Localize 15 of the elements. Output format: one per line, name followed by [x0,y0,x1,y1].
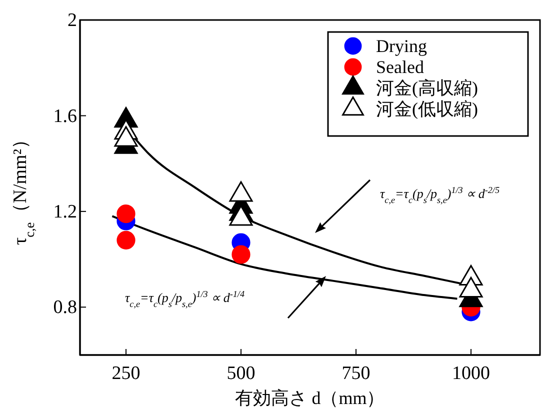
legend-label: Drying [376,36,427,56]
x-tick-label: 250 [112,362,140,384]
y-tick-label: 0.8 [53,297,77,318]
y-tick-label: 1.2 [53,202,77,223]
x-tick-label: 750 [342,362,370,384]
x-tick-label: 500 [226,362,256,384]
legend-label: 河金(高収縮) [376,78,478,98]
x-axis-title: 有効高さ d（mm） [235,388,385,408]
legend-label: Sealed [376,57,424,77]
legend-label: 河金(低収縮) [376,99,478,119]
y-tick-label: 2 [68,10,77,32]
text: τ$_{c,e}$=τ$_{c}$(p$_{s}$/p$_{s,e}$)$^{1/3}$ ∝ d$^{-1/4}$ [125,289,244,309]
x-tick-label: 1000 [452,362,490,384]
text: τ$_{c,e}$=τ$_{c}$(p$_{s}$/p$_{s,e}$)$^{1/3}$ ∝ d$^{-2/5}$ [380,185,500,205]
y-tick-label: 1.6 [53,106,77,127]
